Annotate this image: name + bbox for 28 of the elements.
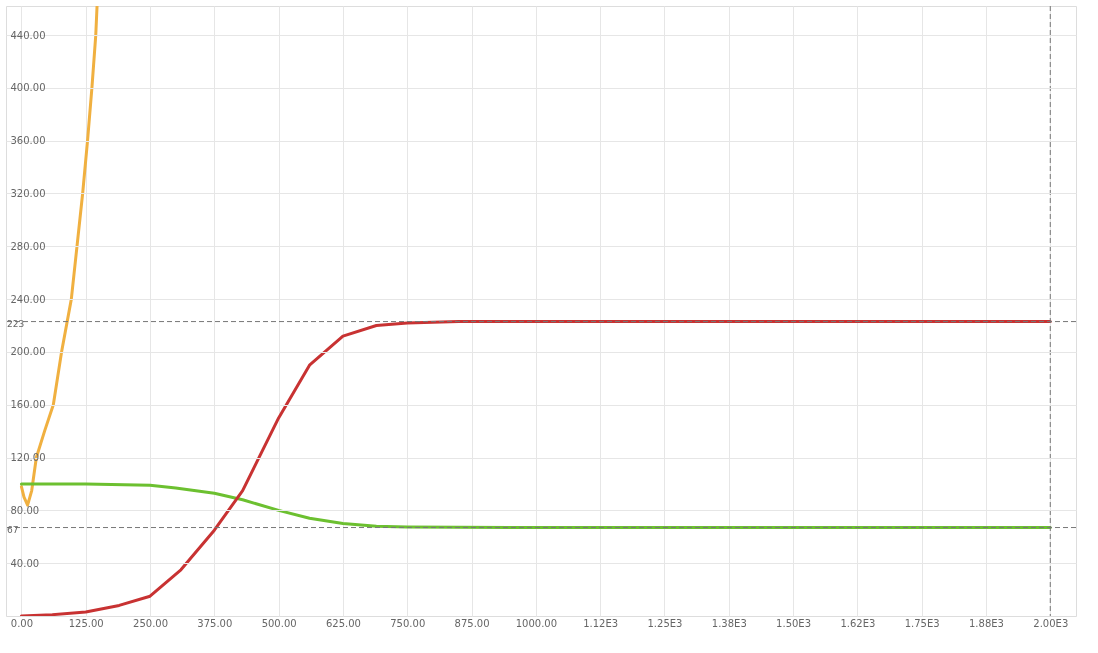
y-tick-label: 400.00 [10,82,46,94]
x-tick-label: 250.00 [133,617,169,629]
x-tick-label: 1.25E3 [647,617,683,629]
x-tick-label: 750.00 [390,617,426,629]
x-tick-label: 1000.00 [515,617,558,629]
x-tick-label: 1.62E3 [840,617,876,629]
y-tick-label: 240.00 [10,293,46,305]
x-tick-label: 1.75E3 [904,617,940,629]
y-tick-label: 160.00 [10,399,46,411]
x-tick-label: 1.38E3 [711,617,747,629]
y-tick-label: 320.00 [10,187,46,199]
y-tick-label: 440.00 [10,29,46,41]
x-tick-label: 1.88E3 [969,617,1004,629]
y-tick-label: 200.00 [10,346,46,358]
x-tick-label: 500.00 [261,617,297,629]
x-tick-label: 625.00 [325,617,361,629]
y-tick-label: 120.00 [10,452,46,464]
y-tick-label: 40.00 [10,557,40,569]
x-tick-label: 1.50E3 [776,617,812,629]
y-tick-label: 80.00 [10,504,40,516]
x-tick-label: 2.00E3 [1033,617,1069,629]
x-tick-label: 375.00 [197,617,233,629]
y-tick-label: 360.00 [10,135,46,147]
y-tick-label: 280.00 [10,240,46,252]
x-tick-label: 875.00 [454,617,490,629]
x-tick-label: 1.12E3 [583,617,619,629]
x-tick-label: 0.00 [10,617,34,629]
x-tick-label: 125.00 [68,617,104,629]
